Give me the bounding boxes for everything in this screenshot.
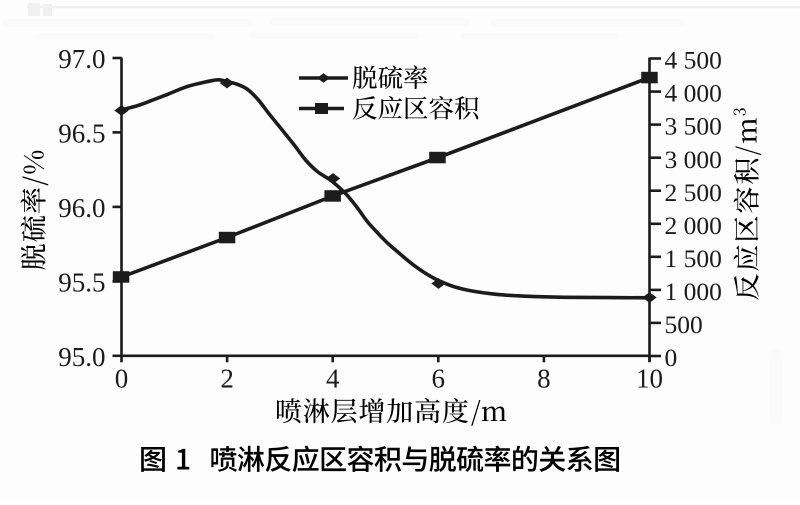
svg-text:2 500: 2 500 bbox=[665, 178, 722, 207]
svg-text:3 500: 3 500 bbox=[665, 112, 722, 141]
svg-text:4: 4 bbox=[326, 364, 340, 394]
svg-text:3 000: 3 000 bbox=[665, 145, 722, 174]
svg-text:1 000: 1 000 bbox=[665, 277, 722, 306]
svg-text:96.0: 96.0 bbox=[58, 193, 105, 223]
svg-text:96.5: 96.5 bbox=[58, 118, 105, 148]
svg-text:95.0: 95.0 bbox=[58, 342, 105, 372]
svg-text:0: 0 bbox=[665, 343, 678, 372]
svg-text:2 000: 2 000 bbox=[665, 211, 722, 240]
svg-text:8: 8 bbox=[537, 364, 551, 394]
svg-text:4 500: 4 500 bbox=[665, 46, 722, 75]
svg-text:4 000: 4 000 bbox=[665, 79, 722, 108]
svg-text:1 500: 1 500 bbox=[665, 244, 722, 273]
svg-text:2: 2 bbox=[220, 364, 234, 394]
svg-text:0: 0 bbox=[115, 364, 129, 394]
svg-text:10: 10 bbox=[636, 364, 663, 394]
svg-text:95.5: 95.5 bbox=[58, 267, 105, 297]
svg-text:6: 6 bbox=[432, 364, 446, 394]
svg-text:97.0: 97.0 bbox=[58, 44, 105, 74]
svg-text:500: 500 bbox=[665, 310, 703, 339]
